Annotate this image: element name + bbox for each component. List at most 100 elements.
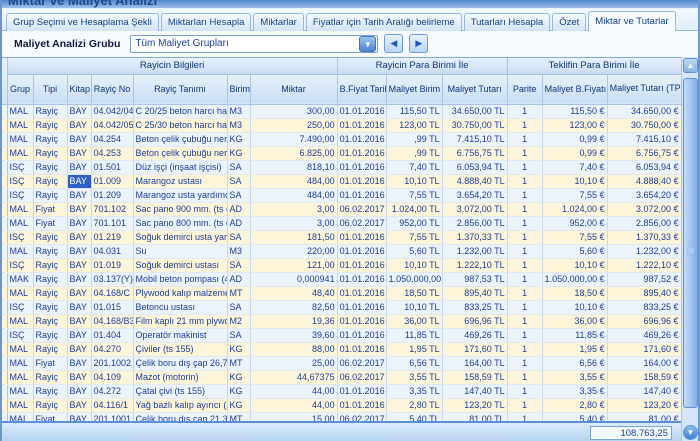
table-cell[interactable]: 147,40 € [607, 384, 682, 399]
table-cell[interactable]: Plywood kalıp malzeme ı [133, 286, 228, 301]
table-cell[interactable]: Sac pano 900 mm. (ts er [133, 202, 228, 217]
table-cell[interactable]: 5,60 € [542, 244, 608, 259]
table-cell[interactable]: MAL [7, 118, 34, 133]
table-cell[interactable]: 3.654,20 € [607, 188, 682, 203]
group-filter-select[interactable]: Tüm Maliyet Grupları ▼ [130, 34, 379, 53]
table-cell[interactable]: 01.01.2016 [337, 258, 387, 273]
table-cell[interactable]: 1 [507, 160, 543, 175]
tab-0[interactable]: Grup Seçimi ve Hesaplama Şekli [6, 13, 159, 31]
table-cell[interactable]: BAY [67, 356, 92, 371]
table-cell[interactable]: 1 [507, 286, 543, 301]
table-cell[interactable]: 25,00 [250, 356, 338, 371]
table-cell[interactable]: AD [227, 272, 251, 287]
row-selector[interactable] [2, 202, 8, 217]
table-cell[interactable]: 48,40 [250, 286, 338, 301]
table-cell[interactable]: 123,20 TL [442, 398, 508, 413]
table-cell[interactable]: 7,55 TL [386, 230, 443, 245]
table-cell[interactable]: 1.370,33 € [607, 230, 682, 245]
table-cell[interactable]: MAL [7, 398, 34, 413]
table-cell[interactable]: 04.168/C [91, 286, 134, 301]
table-cell[interactable]: Mazot (motorin) [133, 370, 228, 385]
table-cell[interactable]: 01.01.2016 [337, 118, 387, 133]
table-cell[interactable]: M2 [227, 314, 251, 329]
table-cell[interactable]: 04.042/05 [91, 118, 134, 133]
table-cell[interactable]: 34.650,00 € [607, 104, 682, 119]
table-cell[interactable]: Rayiç [33, 244, 68, 259]
table-cell[interactable]: 164,00 TL [442, 356, 508, 371]
table-cell[interactable]: BAY [67, 398, 92, 413]
table-cell[interactable]: KG [227, 384, 251, 399]
table-cell[interactable]: 04.270 [91, 342, 134, 357]
table-cell[interactable]: 0,000941 [250, 272, 338, 287]
table-cell[interactable]: 1,95 TL [386, 342, 443, 357]
table-cell[interactable]: 04.031 [91, 244, 134, 259]
table-cell[interactable]: 04.253 [91, 146, 134, 161]
table-cell[interactable]: 895,40 TL [442, 286, 508, 301]
table-cell[interactable]: 123,00 TL [386, 118, 443, 133]
table-cell[interactable]: 6,56 TL [386, 356, 443, 371]
column-header[interactable]: Maliyet Tutarı (TPB)▽ [607, 74, 682, 105]
table-cell[interactable]: 6.053,94 TL [442, 160, 508, 175]
table-cell[interactable]: 469,26 € [607, 328, 682, 343]
row-selector[interactable] [2, 370, 8, 385]
table-cell[interactable]: Rayiç [33, 328, 68, 343]
table-cell[interactable]: 04.168/B3 [91, 314, 134, 329]
table-cell[interactable]: BAY [67, 216, 92, 231]
table-cell[interactable]: 158,59 TL [442, 370, 508, 385]
row-selector[interactable] [2, 384, 8, 399]
table-cell[interactable]: ,99 TL [386, 146, 443, 161]
row-selector[interactable] [2, 258, 8, 273]
table-cell[interactable]: 39,60 [250, 328, 338, 343]
table-cell[interactable]: SA [227, 258, 251, 273]
table-cell[interactable]: 0,99 € [542, 132, 608, 147]
table-cell[interactable]: 10,10 TL [386, 174, 443, 189]
table-cell[interactable]: 1 [507, 384, 543, 399]
table-cell[interactable]: Beton çelik çubuğu nervü [133, 132, 228, 147]
table-cell[interactable]: 1 [507, 188, 543, 203]
table-cell[interactable]: 1 [507, 146, 543, 161]
table-cell[interactable]: 01.01.2016 [337, 244, 387, 259]
table-cell[interactable]: BAY [67, 174, 92, 189]
table-cell[interactable]: 7,55 € [542, 188, 608, 203]
row-selector[interactable] [2, 174, 8, 189]
table-cell[interactable]: 18,50 € [542, 286, 608, 301]
table-cell[interactable]: BAY [67, 188, 92, 203]
table-cell[interactable]: 3,00 [250, 216, 338, 231]
table-cell[interactable]: C 25/30 beton harcı hazı [133, 118, 228, 133]
table-cell[interactable]: MAL [7, 216, 34, 231]
table-cell[interactable]: 01.01.2016 [337, 188, 387, 203]
table-cell[interactable]: Çatal çivi (ts 155) [133, 384, 228, 399]
table-cell[interactable]: MAL [7, 356, 34, 371]
row-selector[interactable] [2, 118, 8, 133]
table-cell[interactable]: M3 [227, 118, 251, 133]
table-cell[interactable]: 1 [507, 202, 543, 217]
table-cell[interactable]: 7.415,10 TL [442, 132, 508, 147]
table-cell[interactable]: Film kaplı 21 mm plywood [133, 314, 228, 329]
table-cell[interactable]: 01.01.2016 [337, 160, 387, 175]
table-cell[interactable]: Rayiç [33, 230, 68, 245]
table-cell[interactable]: 06.02.2017 [337, 216, 387, 231]
table-cell[interactable]: 82,50 [250, 300, 338, 315]
table-cell[interactable]: 7.490,00 [250, 132, 338, 147]
row-selector[interactable] [2, 272, 8, 287]
row-selector[interactable] [2, 104, 8, 119]
table-cell[interactable]: 2.856,00 TL [442, 216, 508, 231]
next-button[interactable]: ▶ [409, 34, 429, 53]
table-cell[interactable]: 701.102 [91, 202, 134, 217]
table-cell[interactable]: C 20/25 beton harcı hazı [133, 104, 228, 119]
row-selector[interactable] [2, 300, 8, 315]
table-cell[interactable]: 30.750,00 € [607, 118, 682, 133]
table-cell[interactable]: 01.01.2016 [337, 174, 387, 189]
table-cell[interactable]: MAL [7, 384, 34, 399]
table-cell[interactable]: BAY [67, 160, 92, 175]
table-cell[interactable]: BAY [67, 202, 92, 217]
table-cell[interactable]: Su [133, 244, 228, 259]
table-cell[interactable]: 3,35 TL [386, 384, 443, 399]
table-cell[interactable]: 6.825,00 [250, 146, 338, 161]
tab-3[interactable]: Fiyatlar için Tarih Aralığı belirleme [305, 13, 462, 31]
table-cell[interactable]: 01.404 [91, 328, 134, 343]
table-cell[interactable]: 10,10 € [542, 300, 608, 315]
table-cell[interactable]: 01.019 [91, 258, 134, 273]
row-selector[interactable] [2, 328, 8, 343]
table-cell[interactable]: BAY [67, 272, 92, 287]
